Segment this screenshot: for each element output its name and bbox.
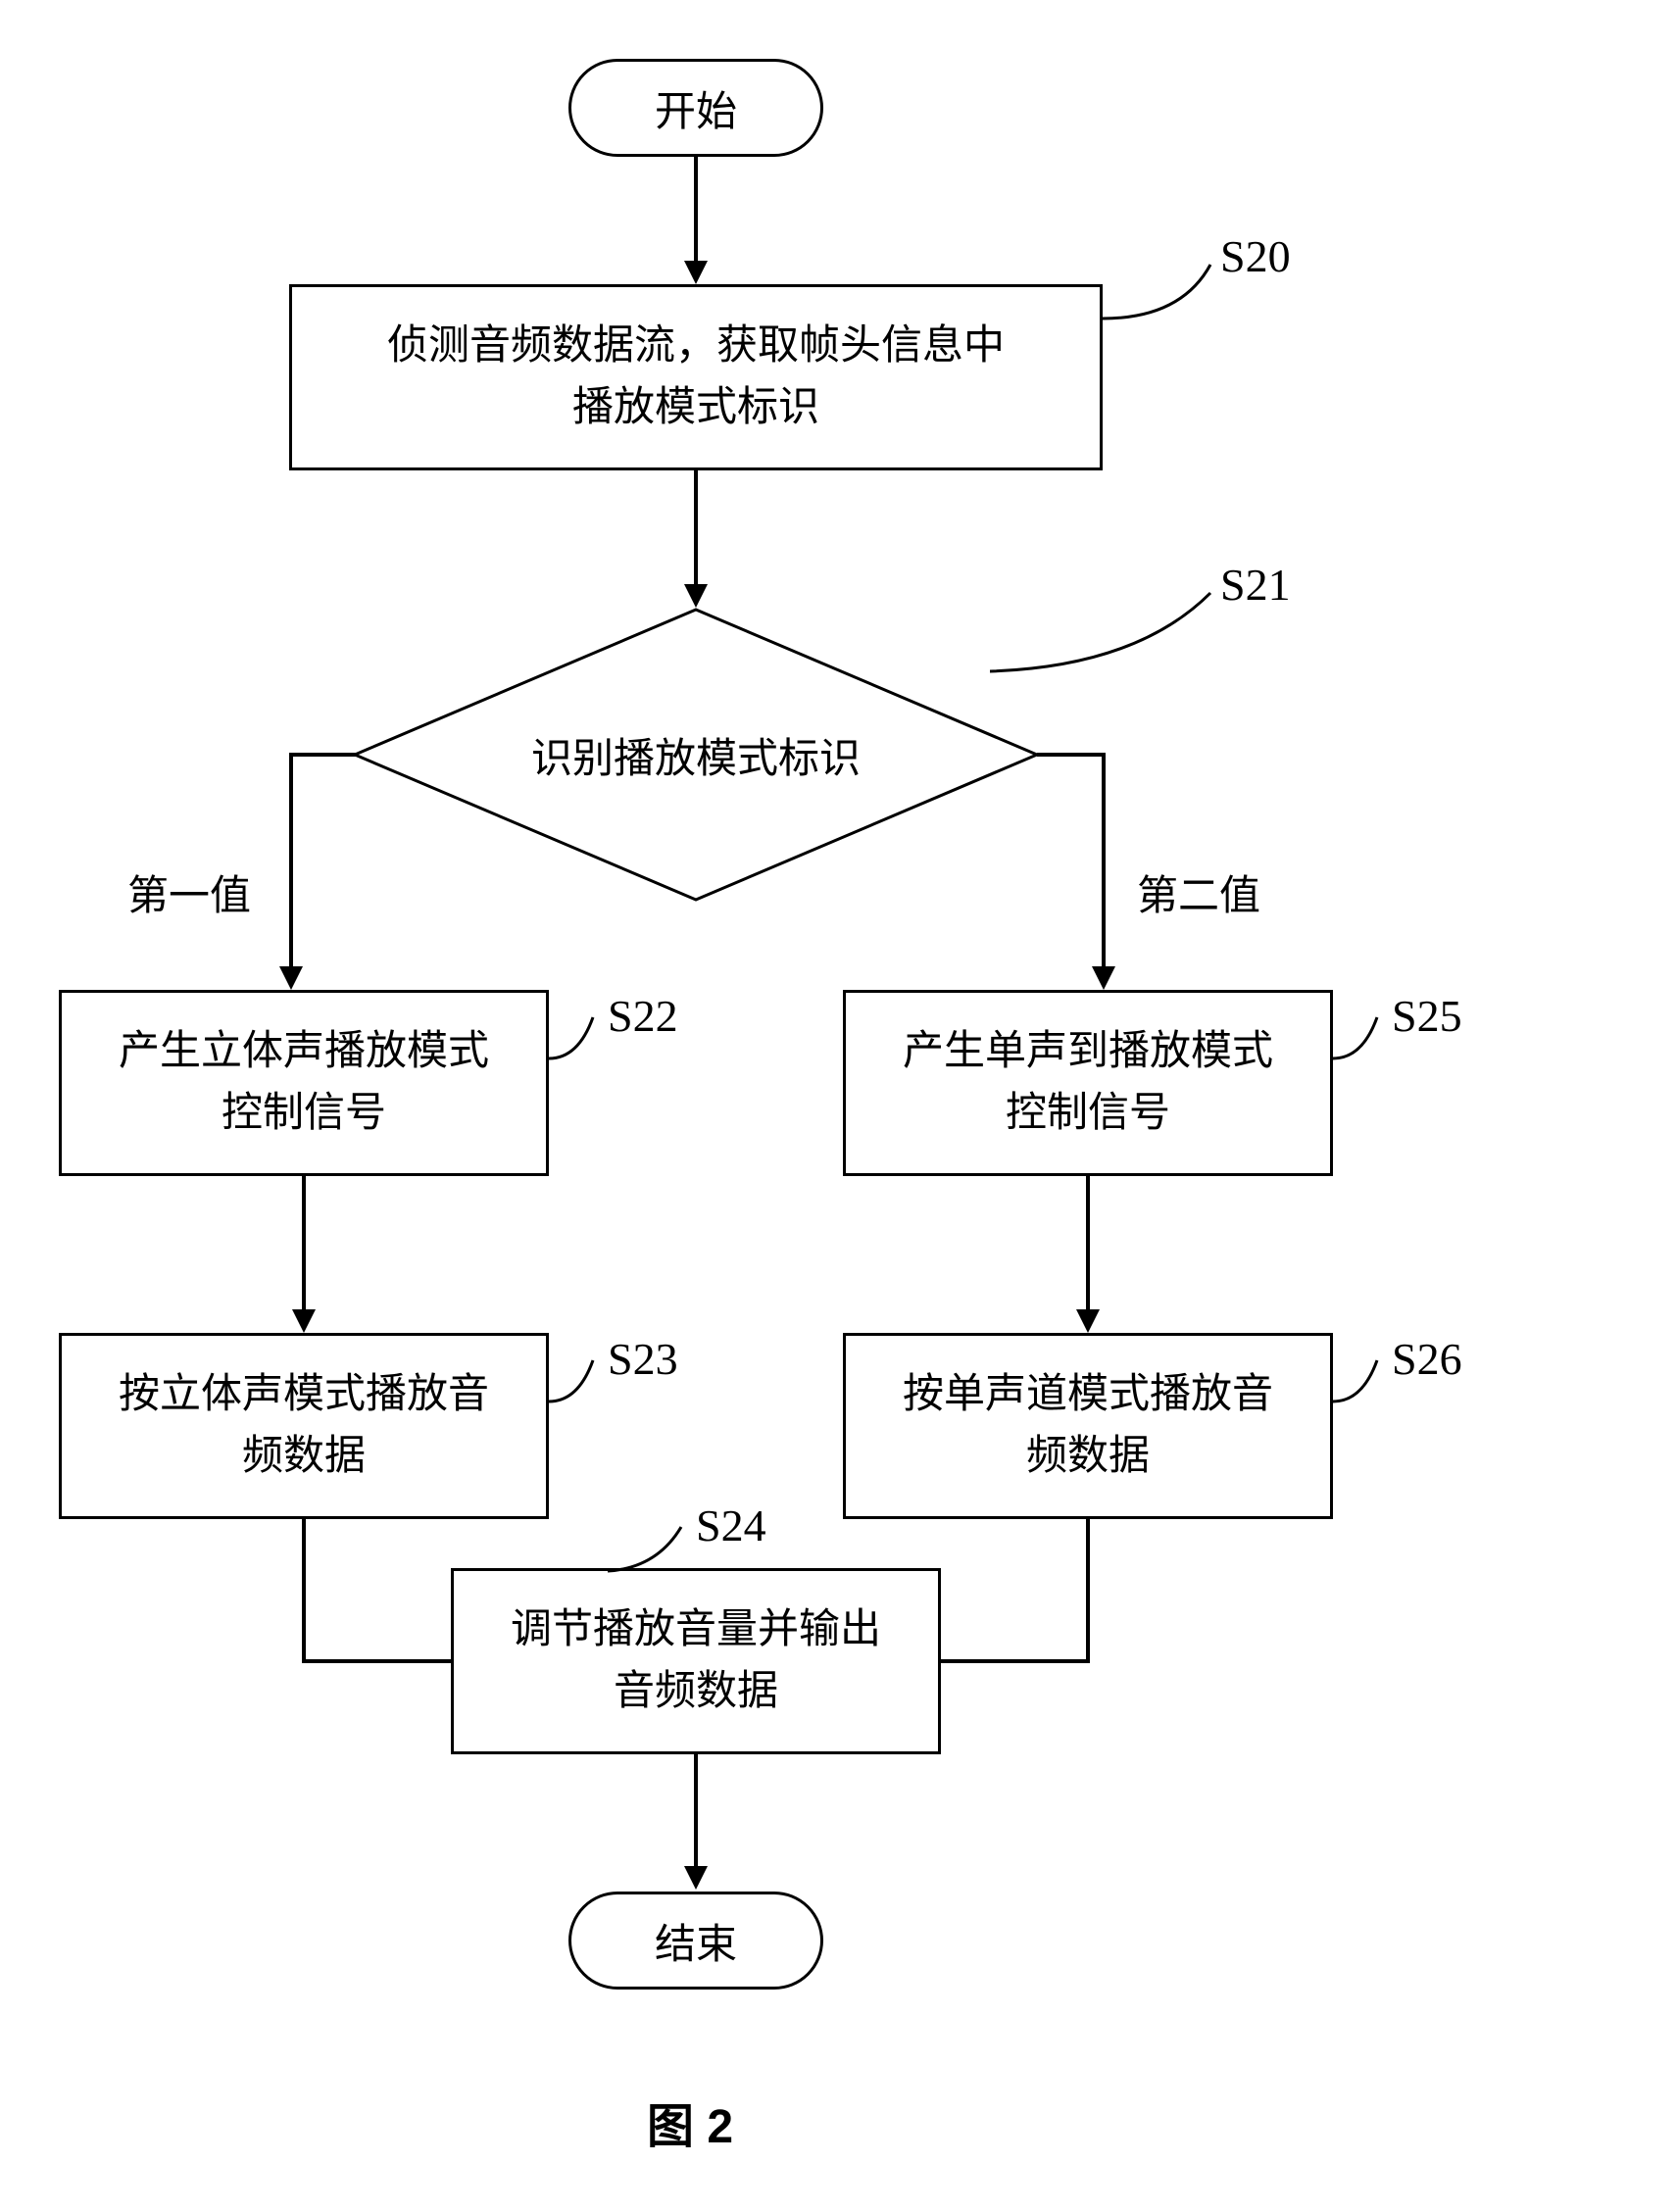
label-connector-s25	[1333, 1014, 1382, 1068]
arrowhead	[684, 584, 708, 608]
edge-s21-right-v	[1102, 753, 1106, 970]
label-s24: S24	[696, 1499, 766, 1551]
node-s21: 识别播放模式标识	[353, 608, 1039, 902]
s23-text: 按立体声模式播放音频数据	[119, 1364, 489, 1488]
node-s22: 产生立体声播放模式控制信号	[59, 990, 549, 1176]
s20-text: 侦测音频数据流，获取帧头信息中播放模式标识	[387, 316, 1005, 439]
s24-text: 调节播放音量并输出音频数据	[511, 1599, 881, 1723]
edge-label-right: 第二值	[1137, 862, 1260, 922]
end-node: 结束	[568, 1892, 823, 1990]
start-text: 开始	[655, 78, 737, 138]
label-s20: S20	[1220, 230, 1291, 282]
s22-text: 产生立体声播放模式控制信号	[119, 1021, 489, 1145]
figure-caption: 图 2	[647, 2088, 733, 2156]
arrowhead	[684, 261, 708, 284]
node-s26: 按单声道模式播放音频数据	[843, 1333, 1333, 1519]
edge-s23-down	[302, 1519, 306, 1661]
edge-s26-down	[1086, 1519, 1090, 1661]
edge-label-left: 第一值	[127, 862, 251, 922]
node-s23: 按立体声模式播放音频数据	[59, 1333, 549, 1519]
edge-s25-s26	[1086, 1176, 1090, 1313]
s26-text: 按单声道模式播放音频数据	[903, 1364, 1273, 1488]
label-connector-s20	[1103, 260, 1230, 328]
label-s23: S23	[608, 1333, 678, 1385]
label-connector-s23	[549, 1357, 598, 1411]
node-s20: 侦测音频数据流，获取帧头信息中播放模式标识	[289, 284, 1103, 470]
s21-text: 识别播放模式标识	[531, 725, 861, 785]
arrowhead	[292, 1309, 316, 1333]
edge-s21-right-h	[1037, 753, 1106, 757]
edge-s20-s21	[694, 470, 698, 588]
s25-text: 产生单声到播放模式控制信号	[903, 1021, 1273, 1145]
edge-start-s20	[694, 157, 698, 265]
edge-s23-right	[302, 1659, 454, 1663]
edge-s21-left-h	[289, 753, 358, 757]
edge-s21-left-v	[289, 753, 293, 970]
node-s24: 调节播放音量并输出音频数据	[451, 1568, 941, 1754]
label-connector-s21	[990, 588, 1225, 676]
edge-s24-end	[694, 1754, 698, 1870]
edge-s26-left	[941, 1659, 1090, 1663]
label-connector-s24	[608, 1524, 686, 1573]
label-s26: S26	[1392, 1333, 1462, 1385]
node-s25: 产生单声到播放模式控制信号	[843, 990, 1333, 1176]
label-s25: S25	[1392, 990, 1462, 1042]
edge-s22-s23	[302, 1176, 306, 1313]
label-s22: S22	[608, 990, 678, 1042]
arrowhead	[1076, 1309, 1100, 1333]
end-text: 结束	[655, 1911, 737, 1971]
start-node: 开始	[568, 59, 823, 157]
arrowhead	[1092, 966, 1115, 990]
arrowhead	[684, 1866, 708, 1890]
label-connector-s26	[1333, 1357, 1382, 1411]
arrowhead	[279, 966, 303, 990]
flowchart-container: 开始 侦测音频数据流，获取帧头信息中播放模式标识 S20 识别播放模式标识 S2…	[0, 0, 1676, 2212]
label-s21: S21	[1220, 559, 1291, 611]
label-connector-s22	[549, 1014, 598, 1068]
